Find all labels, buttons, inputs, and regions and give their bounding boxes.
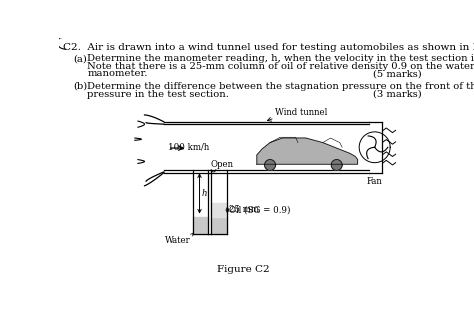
Polygon shape [211,216,227,234]
Text: C2.  Air is drawn into a wind tunnel used for testing automobiles as shown in Fi: C2. Air is drawn into a wind tunnel used… [63,43,474,52]
Text: Wind tunnel: Wind tunnel [275,108,327,117]
Text: Figure C2: Figure C2 [217,265,269,274]
Text: (a): (a) [73,54,87,63]
Text: manometer.: manometer. [87,70,147,78]
Text: Fan: Fan [367,177,383,185]
Text: Oil (SG = 0.9): Oil (SG = 0.9) [229,205,291,214]
Polygon shape [331,160,342,170]
Text: (3 marks): (3 marks) [373,89,422,99]
Text: h: h [202,189,207,198]
Polygon shape [257,138,357,164]
Text: Determine the manometer reading, h, when the velocity in the test section is 100: Determine the manometer reading, h, when… [87,54,474,63]
Polygon shape [211,204,227,216]
Polygon shape [192,216,208,234]
Text: Water: Water [164,236,190,245]
Polygon shape [264,160,275,170]
Text: (5 marks): (5 marks) [373,70,422,78]
Text: 25 mm: 25 mm [229,205,259,214]
Text: Note that there is a 25-mm column of oil of relative density 0.9 on the water in: Note that there is a 25-mm column of oil… [87,62,474,71]
Text: 100 km/h: 100 km/h [168,143,209,152]
Text: Open: Open [210,160,233,169]
Text: (b): (b) [73,82,87,91]
Text: pressure in the test section.: pressure in the test section. [87,89,229,99]
Text: Determine the difference between the stagnation pressure on the front of the car: Determine the difference between the sta… [87,82,474,91]
